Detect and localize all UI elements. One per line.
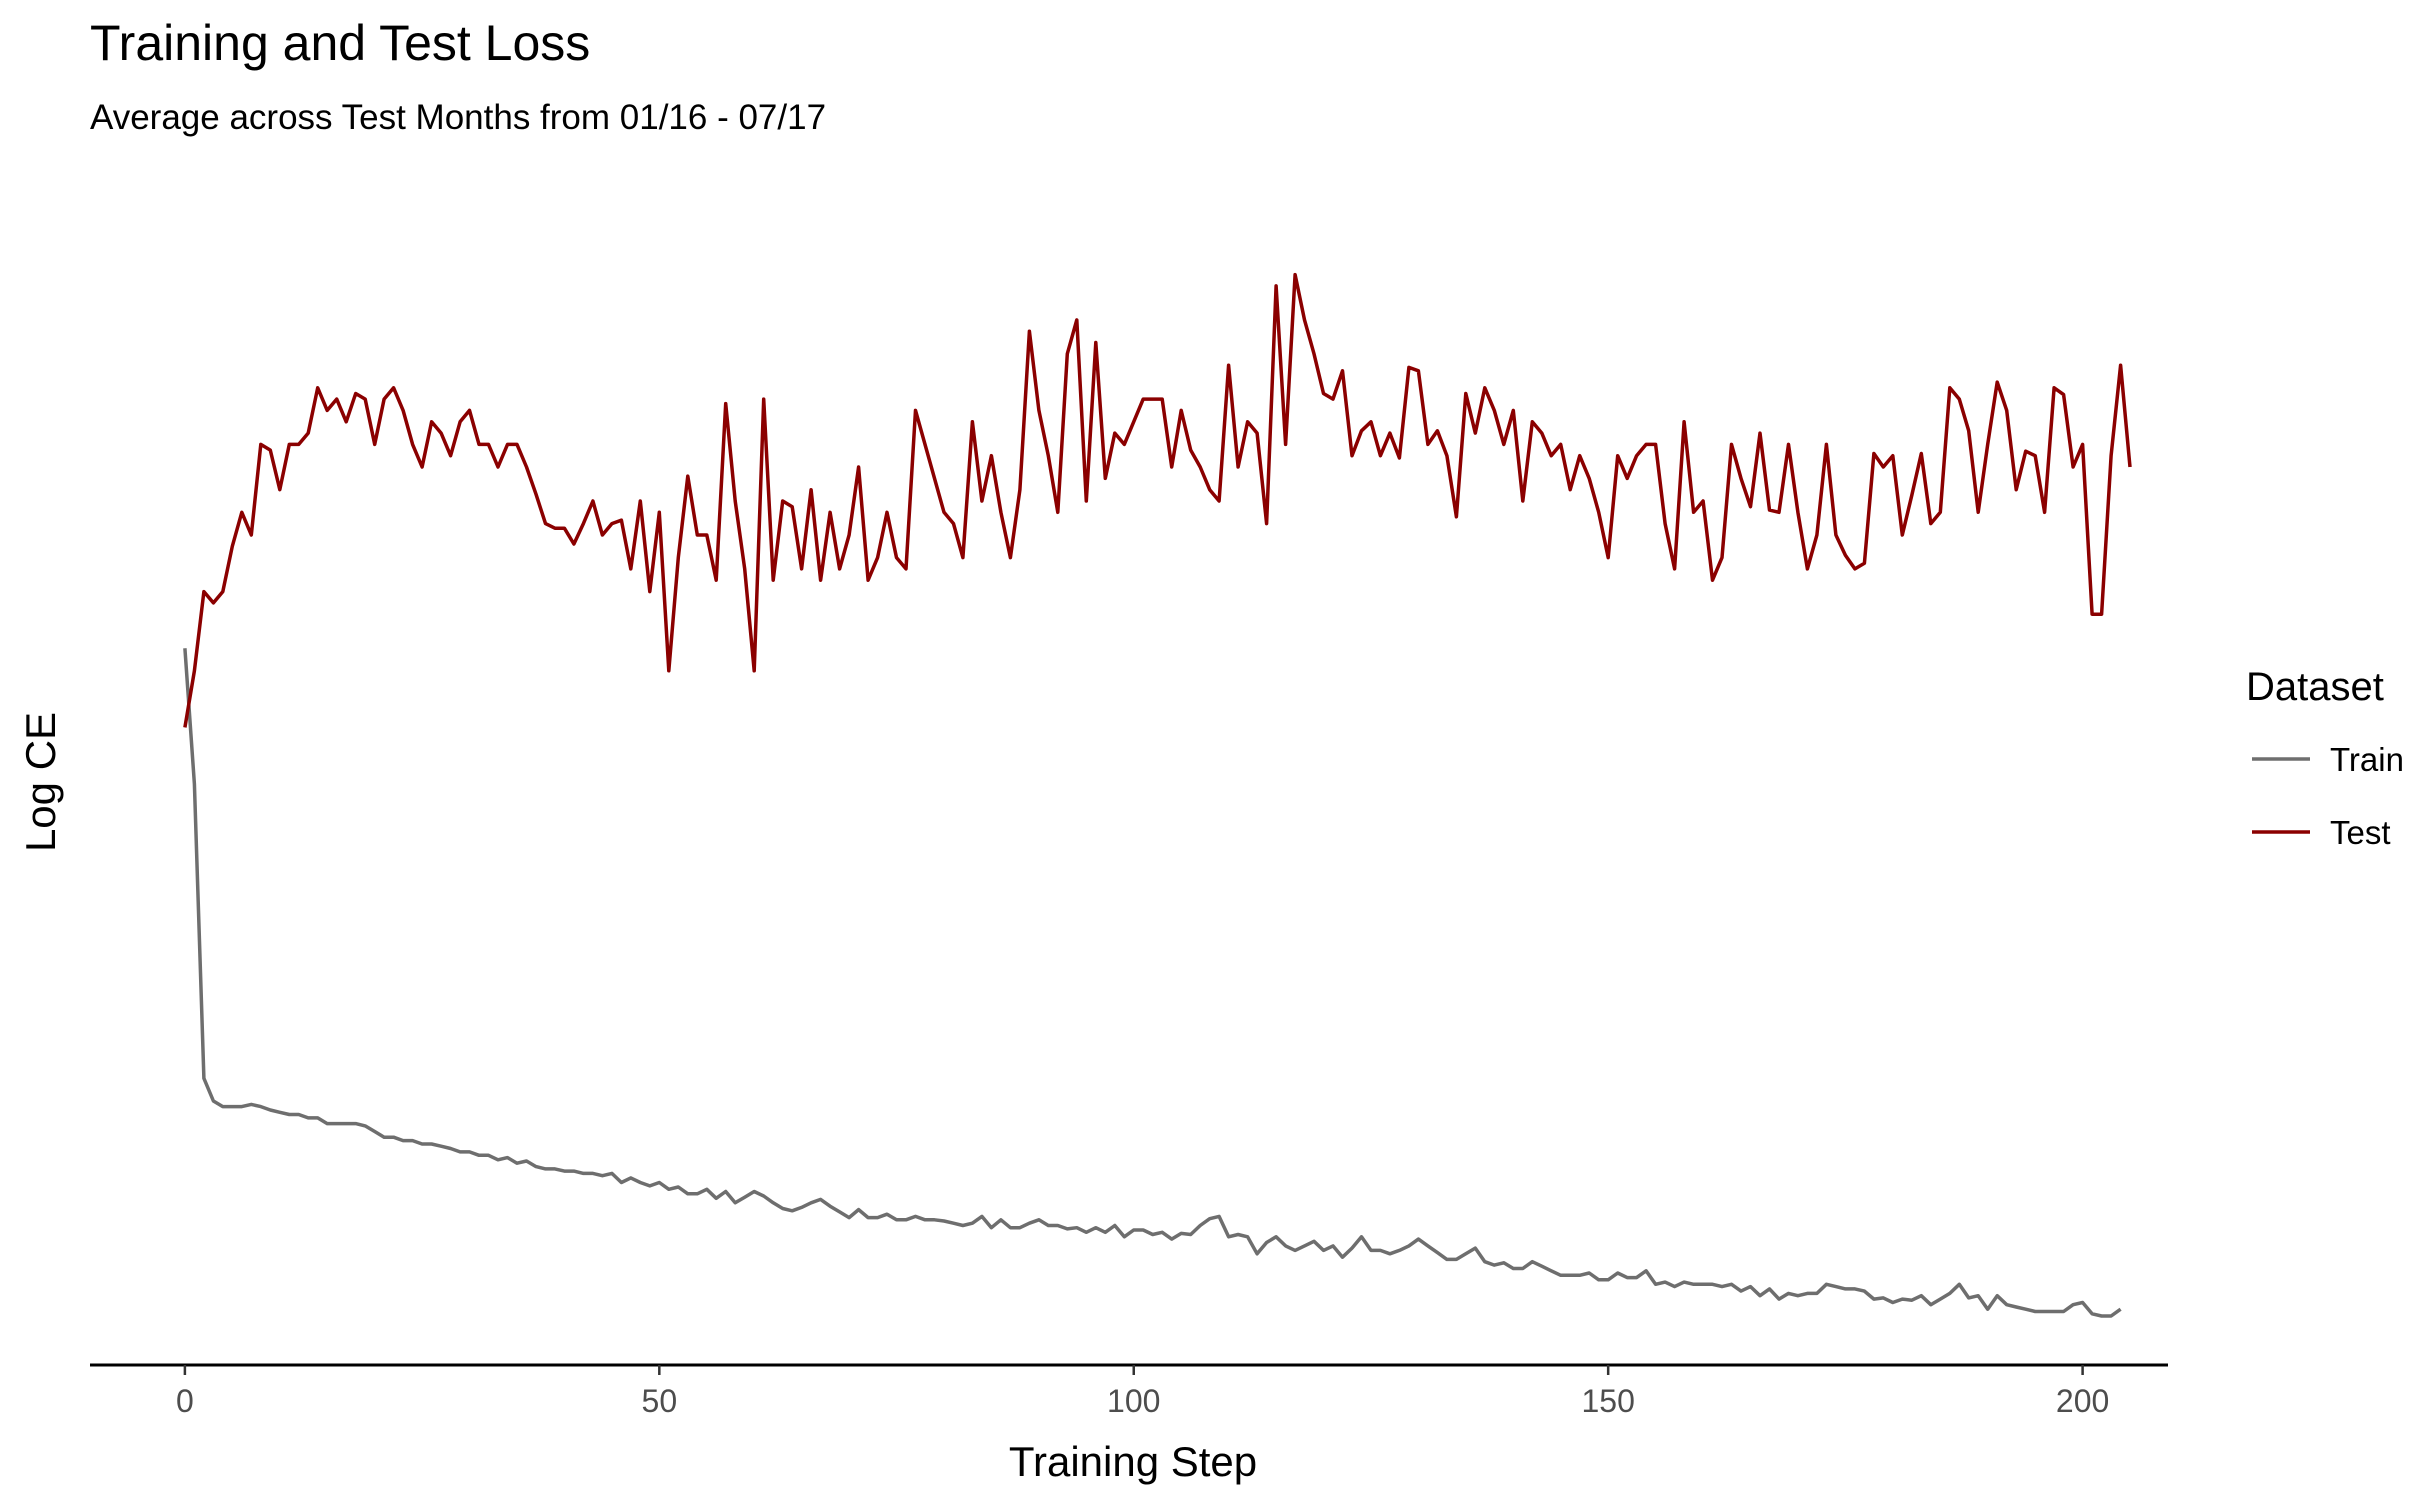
series-line-test [183, 272, 2132, 728]
x-tick-label: 100 [1107, 1383, 1160, 1419]
x-tick-label: 50 [642, 1383, 678, 1419]
legend-label-test: Test [2330, 814, 2391, 851]
series-line-train [183, 648, 2122, 1318]
x-axis-title: Training Step [1009, 1438, 1257, 1485]
plot-lines [183, 272, 2132, 1318]
y-axis-title: Log CE [17, 712, 64, 852]
legend: Dataset Train Test [2246, 665, 2404, 851]
x-tick-label: 0 [176, 1383, 194, 1419]
chart-title: Training and Test Loss [90, 15, 591, 71]
legend-title: Dataset [2246, 665, 2384, 709]
x-axis-ticks: 0 50 100 150 200 [176, 1365, 2109, 1419]
legend-label-train: Train [2330, 741, 2404, 778]
x-tick-label: 200 [2056, 1383, 2109, 1419]
chart-subtitle: Average across Test Months from 01/16 - … [90, 98, 827, 137]
x-tick-label: 150 [1581, 1383, 1634, 1419]
